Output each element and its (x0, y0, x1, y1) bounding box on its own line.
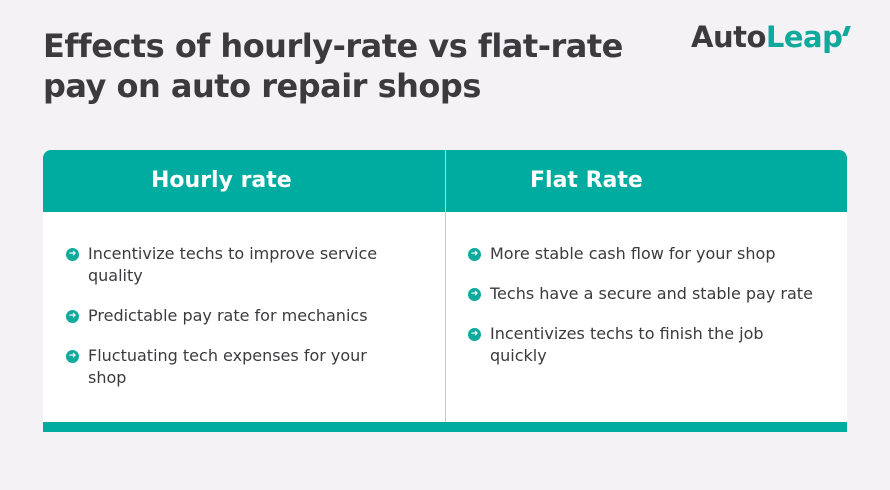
logo-text-auto: Auto (691, 20, 766, 54)
header-hourly-rate: Hourly rate (151, 168, 292, 193)
arrow-circle-icon: ➜ (468, 288, 481, 301)
comparison-table: Hourly rate Flat Rate ➜ Incentivize techs… (43, 150, 847, 432)
title-line-1: Effects of hourly-rate vs flat-rate (43, 27, 623, 65)
column-divider (445, 150, 446, 422)
arrow-circle-icon: ➜ (66, 310, 79, 323)
list-item-text: More stable cash flow for your shop (490, 244, 776, 263)
header-flat-rate: Flat Rate (530, 168, 643, 193)
table-footer-bar (43, 422, 847, 432)
arrow-circle-icon: ➜ (468, 328, 481, 341)
arrow-circle-icon: ➜ (66, 350, 79, 363)
list-item-text: Incentivize techs to improve service qua… (88, 244, 378, 285)
logo-mark-icon (842, 26, 852, 36)
list-item: ➜ Incentivize techs to improve service qu… (66, 243, 406, 287)
page-title: Effects of hourly-rate vs flat-rate pay o… (43, 26, 623, 106)
logo-text-leap: Leap (765, 20, 843, 54)
list-item: ➜ Incentivizes techs to finish the job qu… (468, 323, 813, 367)
arrow-circle-icon: ➜ (468, 248, 481, 261)
list-item-text: Techs have a secure and stable pay rate (490, 284, 813, 303)
list-item: ➜ More stable cash flow for your shop (468, 243, 813, 265)
autoleap-logo: AutoLeap (691, 20, 852, 54)
list-item: ➜ Fluctuating tech expenses for your shop (66, 345, 406, 389)
list-item-text: Incentivizes techs to finish the job qui… (490, 324, 764, 365)
list-item: ➜ Predictable pay rate for mechanics (66, 305, 406, 327)
list-item: ➜ Techs have a secure and stable pay rate (468, 283, 813, 305)
title-line-2: pay on auto repair shops (43, 67, 481, 105)
list-item-text: Fluctuating tech expenses for your shop (88, 346, 367, 387)
hourly-list: ➜ Incentivize techs to improve service qu… (66, 243, 406, 407)
arrow-circle-icon: ➜ (66, 248, 79, 261)
list-item-text: Predictable pay rate for mechanics (88, 306, 368, 325)
flat-list: ➜ More stable cash flow for your shop ➜ Te… (468, 243, 813, 385)
